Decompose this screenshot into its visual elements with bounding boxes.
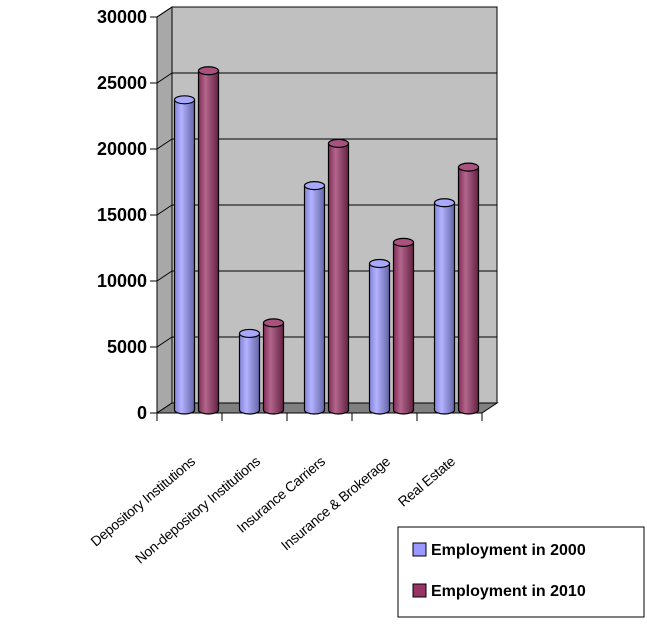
gridline (156, 270, 173, 282)
y-tick-label: 5000 (107, 337, 147, 357)
legend-swatch (412, 542, 427, 557)
bar (303, 181, 326, 415)
x-tick-label: Non-depository Institutions (132, 453, 263, 567)
gridline (156, 138, 173, 150)
bar (197, 66, 220, 415)
y-tick-label: 0 (137, 403, 147, 423)
legend-swatch (412, 583, 427, 598)
legend: Employment in 2000 Employment in 2010 (397, 526, 645, 618)
x-tick-label: Real Estate (395, 453, 459, 510)
gridline (156, 204, 173, 216)
gridline (156, 6, 173, 18)
legend-box (397, 526, 645, 618)
bars (173, 66, 480, 415)
gridline (156, 336, 173, 348)
bar (368, 258, 391, 415)
bar (262, 318, 285, 415)
x-tick-label: Insurance & Brokerage (278, 453, 394, 554)
bar (433, 198, 456, 415)
bar (457, 162, 480, 415)
y-tick-label: 10000 (97, 271, 147, 291)
y-tick-label: 15000 (97, 205, 147, 225)
bar (238, 328, 261, 415)
y-tick-label: 20000 (97, 139, 147, 159)
y-tick-label: 30000 (97, 7, 147, 27)
y-tick-label: 25000 (97, 73, 147, 93)
x-tick-label: Depository Institutions (87, 453, 198, 550)
bar (327, 138, 350, 415)
bar (392, 237, 415, 415)
legend-label: Employment in 2000 (431, 542, 586, 559)
y-axis-ticks: 0 5000 10000 15000 20000 25000 30000 (97, 7, 157, 423)
bar (173, 95, 196, 415)
legend-label: Employment in 2010 (431, 583, 586, 600)
gridline (156, 72, 173, 84)
